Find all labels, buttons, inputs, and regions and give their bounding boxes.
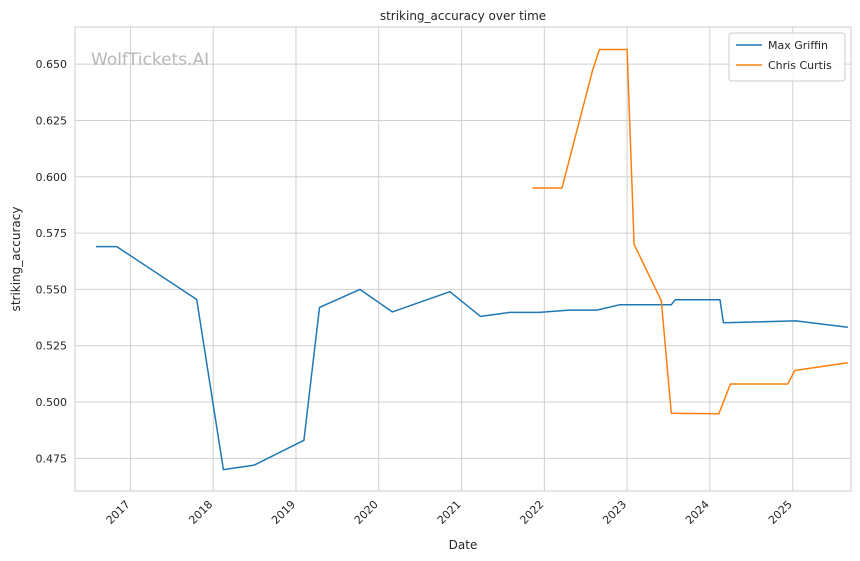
x-tick-label: 2023 <box>600 498 629 527</box>
series-line-chris-curtis <box>532 48 848 415</box>
y-tick-label: 0.500 <box>36 396 68 409</box>
y-tick-label: 0.475 <box>36 452 68 465</box>
legend-label-max-griffin: Max Griffin <box>768 39 828 52</box>
x-tick-label: 2020 <box>352 498 381 527</box>
y-tick-label: 0.550 <box>36 283 68 296</box>
x-tick-label: 2025 <box>766 498 795 527</box>
series-line-max-griffin <box>95 245 848 471</box>
y-tick-label: 0.525 <box>36 340 68 353</box>
legend-label-chris-curtis: Chris Curtis <box>768 59 832 72</box>
x-axis-label: Date <box>449 538 478 552</box>
y-tick-label: 0.650 <box>36 58 68 71</box>
x-tick-label: 2022 <box>517 498 546 527</box>
x-tick-label: 2021 <box>435 498 464 527</box>
grid <box>75 27 851 491</box>
x-tick-label: 2024 <box>683 498 712 527</box>
y-tick-label: 0.625 <box>36 114 68 127</box>
series-lines <box>95 48 848 471</box>
y-tick-label: 0.600 <box>36 171 68 184</box>
y-tick-label: 0.575 <box>36 227 68 240</box>
chart-title: striking_accuracy over time <box>380 9 546 23</box>
x-tick-label: 2019 <box>269 498 298 527</box>
legend: Max Griffin Chris Curtis <box>728 32 846 82</box>
y-axis-label: striking_accuracy <box>9 207 23 312</box>
x-tick-label: 2017 <box>104 498 133 527</box>
plot-frame <box>74 26 852 492</box>
x-tick-label: 2018 <box>186 498 215 527</box>
watermark-text: WolfTickets.AI <box>91 50 209 70</box>
tick-labels: 0.475 0.500 0.525 0.550 0.575 0.600 0.625 0.650… <box>36 58 795 527</box>
